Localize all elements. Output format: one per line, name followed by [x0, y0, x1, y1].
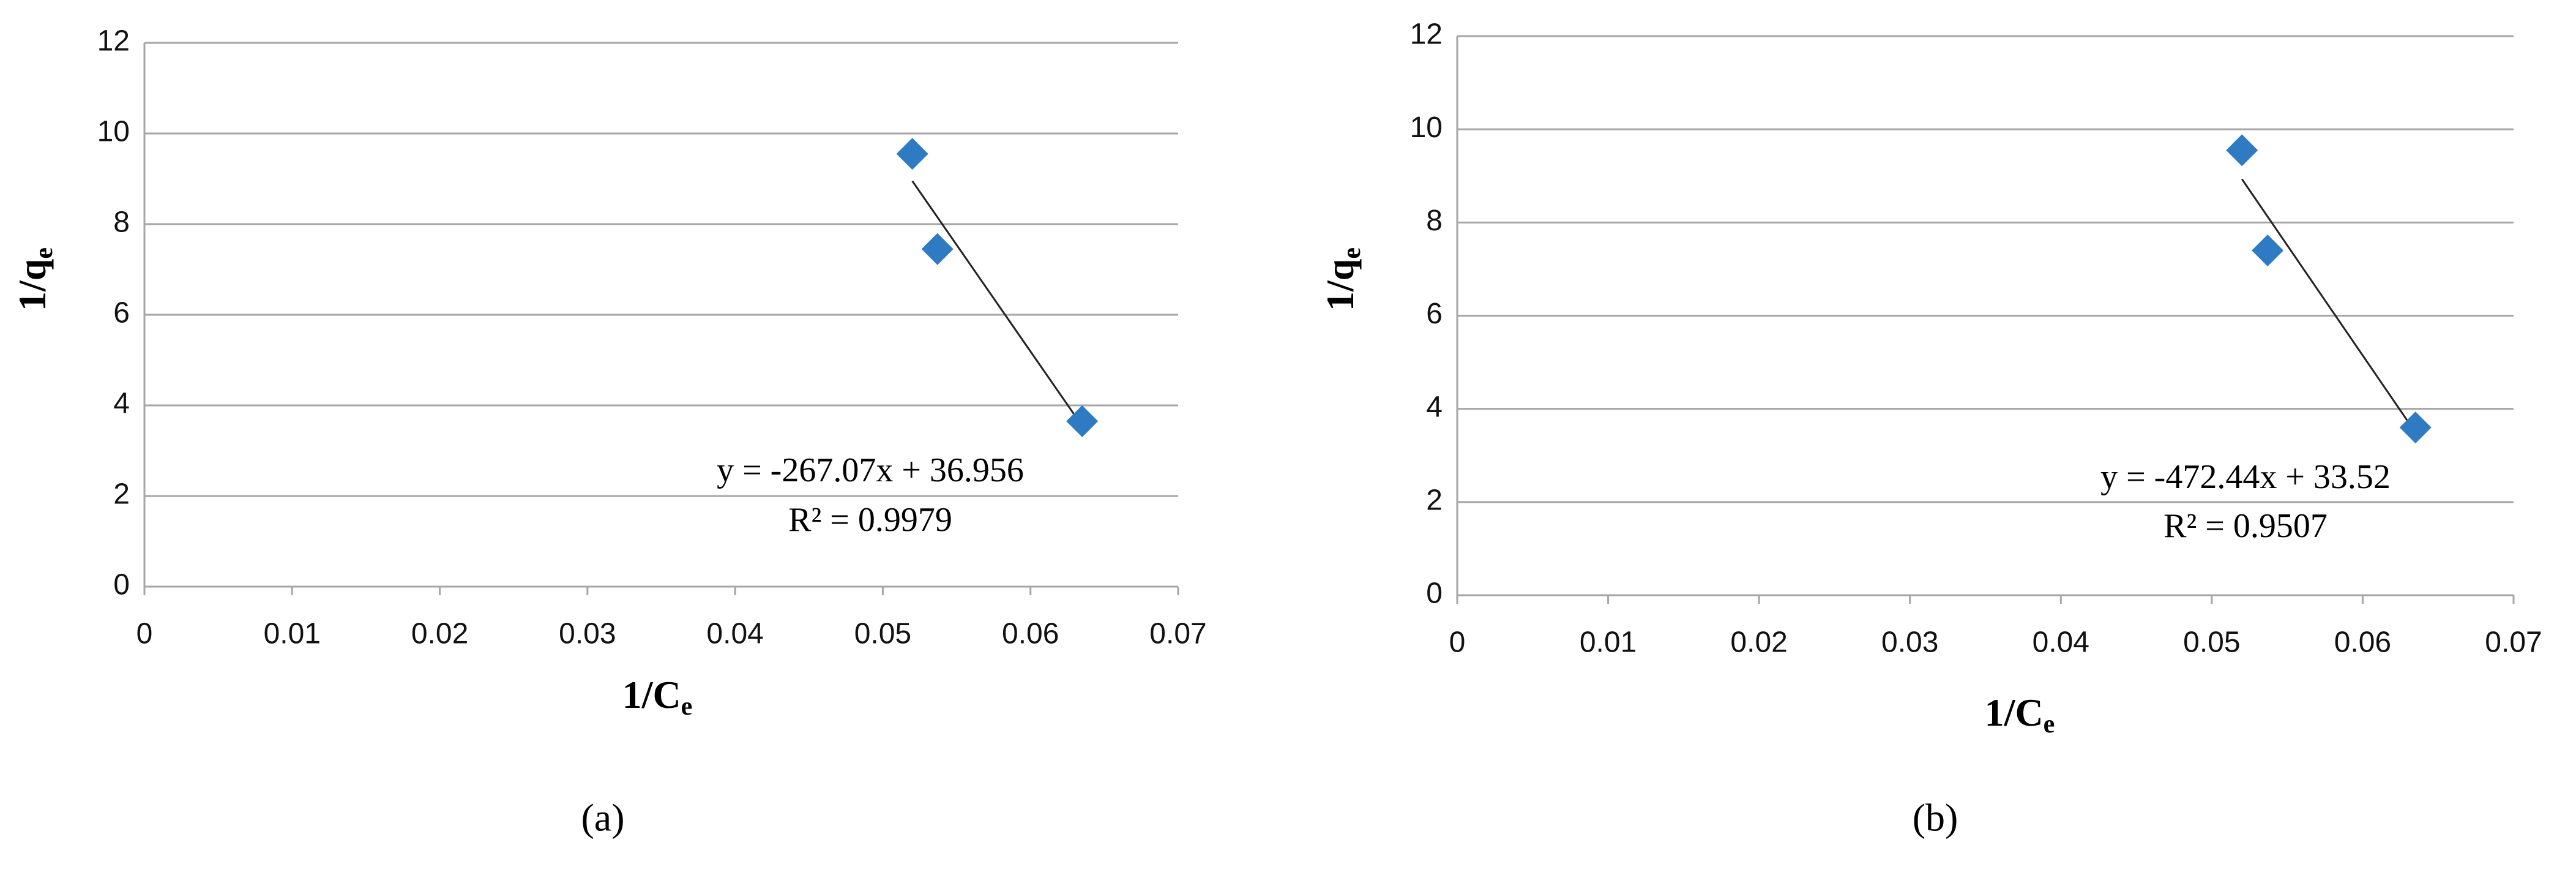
y-tick-label: 10 — [97, 116, 130, 148]
x-tick-label: 0.06 — [2334, 626, 2391, 659]
trendline — [2241, 178, 2416, 434]
y-tick-label: 6 — [113, 297, 130, 329]
annotation: R² = 0.9979 — [788, 501, 952, 539]
y-axis-label-sub: e — [30, 247, 58, 259]
x-tick-label: 0.02 — [1730, 626, 1787, 659]
x-tick-label: 0.07 — [1149, 618, 1206, 650]
caption: (b) — [1913, 796, 1958, 840]
y-tick-label: 10 — [1410, 111, 1443, 144]
annotation: y = -472.44x + 33.52 — [2100, 458, 2391, 496]
x-axis-label-main: 1/C — [1985, 691, 2044, 734]
y-tick-label: 12 — [1410, 18, 1443, 51]
y-axis-label: 1/qe — [1318, 247, 1366, 311]
x-axis-label-sub: e — [2044, 710, 2055, 739]
y-tick-label: 4 — [113, 388, 130, 420]
x-tick-label: 0.01 — [264, 618, 321, 650]
y-tick-label: 0 — [113, 569, 130, 601]
x-tick-label: 0.05 — [854, 618, 911, 650]
y-tick-label: 6 — [1426, 298, 1443, 330]
y-tick-label: 0 — [1426, 577, 1443, 610]
x-tick-label: 0.05 — [2183, 626, 2240, 659]
x-axis-label: 1/Ce — [622, 673, 693, 721]
y-tick-label: 8 — [1426, 205, 1443, 237]
data-point — [2252, 234, 2284, 266]
y-axis-label-sub: e — [1338, 247, 1366, 259]
data-point — [2399, 412, 2432, 444]
x-tick-label: 0 — [136, 618, 153, 650]
x-axis-label-sub: e — [681, 693, 693, 721]
trendline — [911, 180, 1083, 427]
y-axis-label-main: 1/q — [10, 259, 54, 311]
x-tick-label: 0.04 — [706, 618, 763, 650]
y-tick-label: 8 — [113, 206, 130, 239]
x-tick-label: 0.03 — [559, 618, 616, 650]
x-tick-label: 0 — [1449, 626, 1466, 659]
x-tick-label: 0.01 — [1580, 626, 1637, 659]
y-axis-label-main: 1/q — [1318, 259, 1362, 311]
y-axis-label: 1/qe — [10, 247, 58, 311]
y-tick-label: 2 — [113, 478, 130, 511]
x-tick-label: 0.06 — [1002, 618, 1059, 650]
x-tick-label: 0.03 — [1881, 626, 1938, 659]
y-tick-label: 4 — [1426, 391, 1443, 423]
x-tick-label: 0.07 — [2485, 626, 2542, 659]
data-point — [896, 138, 928, 170]
data-point — [1066, 405, 1099, 437]
x-tick-label: 0.04 — [2033, 626, 2089, 659]
x-axis-label-main: 1/C — [622, 673, 681, 716]
annotation: y = -267.07x + 36.956 — [717, 451, 1024, 489]
data-point — [921, 233, 954, 265]
caption: (a) — [581, 796, 624, 840]
x-tick-label: 0.02 — [411, 618, 468, 650]
y-tick-label: 12 — [97, 25, 130, 58]
y-tick-label: 2 — [1426, 484, 1443, 517]
data-point — [2226, 134, 2258, 167]
annotation: R² = 0.9507 — [2163, 507, 2328, 545]
x-axis-label: 1/Ce — [1985, 691, 2055, 739]
